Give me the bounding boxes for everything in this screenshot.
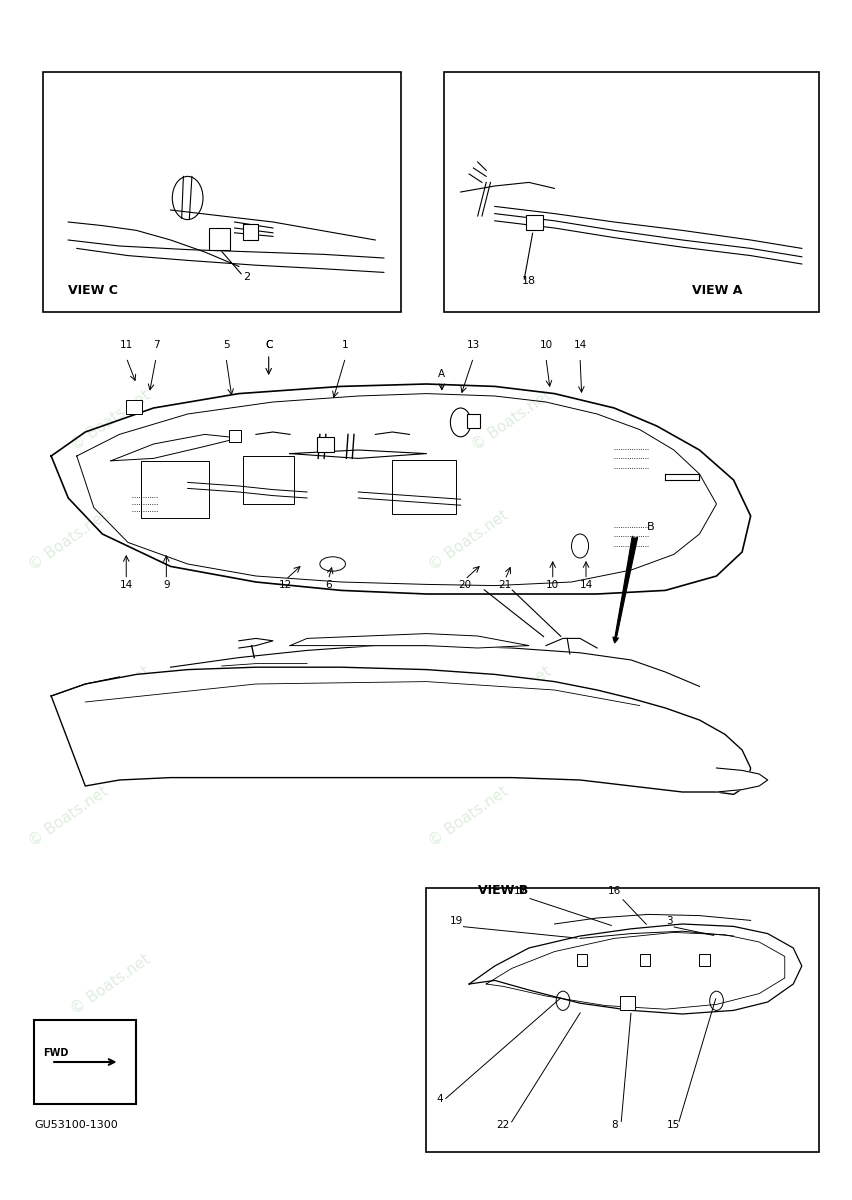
Text: 3: 3 <box>665 916 672 926</box>
Text: © Boats.net: © Boats.net <box>469 952 554 1016</box>
Text: VIEW B: VIEW B <box>477 884 527 898</box>
Text: © Boats.net: © Boats.net <box>469 664 554 728</box>
Text: 14: 14 <box>579 580 592 590</box>
Text: © Boats.net: © Boats.net <box>68 112 153 176</box>
Bar <box>317 437 334 452</box>
Text: VIEW A: VIEW A <box>691 284 741 296</box>
Text: © Boats.net: © Boats.net <box>68 664 153 728</box>
Text: 15: 15 <box>666 1120 680 1130</box>
Bar <box>243 224 258 240</box>
Bar <box>141 461 209 518</box>
Text: © Boats.net: © Boats.net <box>469 112 554 176</box>
Text: C: C <box>265 340 272 350</box>
Text: 2: 2 <box>243 271 250 282</box>
FancyBboxPatch shape <box>34 1020 136 1104</box>
Text: 21: 21 <box>498 580 511 590</box>
Polygon shape <box>716 768 767 792</box>
Text: 5: 5 <box>222 340 229 350</box>
Text: 20: 20 <box>458 580 471 590</box>
Text: 12: 12 <box>279 580 292 590</box>
Bar <box>699 954 709 966</box>
Text: 1: 1 <box>342 340 348 350</box>
Text: FWD: FWD <box>43 1048 68 1058</box>
Bar <box>228 430 241 442</box>
Text: 9: 9 <box>163 580 170 590</box>
Text: 18: 18 <box>521 276 536 287</box>
Text: 17: 17 <box>513 886 527 896</box>
Text: © Boats.net: © Boats.net <box>426 508 511 572</box>
Text: © Boats.net: © Boats.net <box>469 388 554 452</box>
Bar <box>126 400 141 414</box>
Bar <box>243 456 294 504</box>
Text: 13: 13 <box>466 340 480 350</box>
Text: C: C <box>265 340 272 350</box>
Text: GU53100-1300: GU53100-1300 <box>34 1120 118 1130</box>
Text: 14: 14 <box>573 340 586 350</box>
Bar <box>526 215 543 230</box>
Text: VIEW C: VIEW C <box>68 284 118 296</box>
Text: 16: 16 <box>607 886 620 896</box>
Polygon shape <box>469 924 801 1014</box>
Text: 11: 11 <box>119 340 133 350</box>
Text: © Boats.net: © Boats.net <box>426 784 511 848</box>
Text: © Boats.net: © Boats.net <box>68 388 153 452</box>
Text: A: A <box>438 368 445 379</box>
Text: B: B <box>646 522 653 533</box>
Text: 22: 22 <box>496 1120 509 1130</box>
Bar <box>639 954 649 966</box>
Text: 10: 10 <box>538 340 552 350</box>
Text: 8: 8 <box>610 1120 617 1130</box>
Bar <box>576 954 586 966</box>
Text: 4: 4 <box>435 1093 442 1104</box>
Text: © Boats.net: © Boats.net <box>26 508 111 572</box>
Bar <box>466 414 480 428</box>
Bar <box>209 228 230 250</box>
Text: © Boats.net: © Boats.net <box>68 952 153 1016</box>
Bar <box>426 888 818 1152</box>
Bar <box>392 460 456 514</box>
Text: 6: 6 <box>325 580 331 590</box>
Polygon shape <box>290 634 528 648</box>
Text: 19: 19 <box>449 916 463 926</box>
Bar <box>619 996 635 1010</box>
Bar <box>43 72 400 312</box>
Text: 14: 14 <box>119 580 133 590</box>
Text: 10: 10 <box>545 580 559 590</box>
Text: 7: 7 <box>153 340 159 350</box>
Polygon shape <box>51 667 750 794</box>
Text: © Boats.net: © Boats.net <box>26 784 111 848</box>
Bar <box>443 72 818 312</box>
